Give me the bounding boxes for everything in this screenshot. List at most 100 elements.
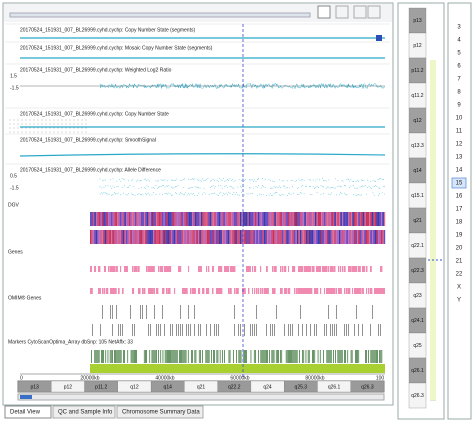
dgv-stripe [318, 212, 320, 226]
chromosome-item[interactable]: 14 [456, 168, 463, 174]
gene [362, 288, 364, 294]
allele-dot [116, 193, 118, 195]
dot [81, 123, 83, 125]
omim-gene [316, 324, 317, 336]
chromosome-item[interactable]: 19 [456, 233, 463, 239]
allele-dot [277, 187, 279, 189]
allele-dot [358, 194, 360, 195]
allele-dot [383, 179, 384, 181]
allele-dot [158, 180, 159, 182]
dgv-stripe [252, 212, 254, 226]
chromosome-item[interactable]: 22 [456, 272, 463, 278]
marker [165, 350, 167, 363]
dgv-stripe [132, 212, 134, 226]
tab[interactable] [116, 405, 204, 419]
dgv-stripe [354, 212, 356, 226]
select-tool[interactable] [317, 5, 331, 19]
dgv-stripe [312, 230, 314, 244]
omim-gene [150, 324, 151, 336]
chromosome-item[interactable]: 17 [456, 207, 463, 213]
chromosome-item[interactable]: 5 [457, 51, 461, 57]
marker [116, 350, 118, 363]
gene [120, 266, 122, 272]
allele-dot [197, 195, 198, 196]
marker [130, 350, 132, 363]
allele-dot [116, 180, 118, 182]
allele-dot [264, 187, 266, 188]
dgv-stripe [271, 212, 273, 226]
allele-dot [112, 185, 114, 187]
allele-dot [344, 185, 345, 187]
dgv-stripe [295, 230, 297, 244]
omim-gene [162, 305, 163, 319]
allele-dot [210, 187, 211, 188]
dgv-stripe [249, 212, 251, 226]
omim-gene [358, 324, 359, 336]
chromosome-item[interactable]: X [457, 285, 461, 291]
allele-dot [260, 187, 262, 189]
chromosome-item[interactable]: 12 [456, 142, 463, 148]
scrollbar[interactable] [17, 393, 385, 401]
allele-dot [188, 188, 189, 189]
dgv-stripe [235, 230, 237, 244]
allele-dot [128, 186, 130, 188]
allele-dot [220, 192, 222, 194]
omim-gene [190, 324, 191, 336]
chromosome-item[interactable]: 11 [456, 129, 463, 135]
dgv-stripe [286, 230, 288, 244]
chromosome-item[interactable]: 13 [456, 155, 463, 161]
omim-gene [292, 324, 293, 336]
chromosome-item[interactable]: 10 [456, 116, 463, 122]
omim-gene [160, 324, 161, 336]
zoom-in[interactable] [353, 5, 367, 19]
dot [53, 123, 55, 125]
zoom-tool[interactable] [335, 5, 349, 19]
chromosome-item[interactable]: 7 [457, 77, 461, 83]
chromosome-item[interactable]: 20 [456, 246, 463, 252]
allele-dot [232, 179, 234, 180]
dot [37, 131, 39, 133]
allele-dot [172, 179, 174, 181]
allele-dot [225, 185, 227, 187]
zoom-out[interactable] [367, 5, 381, 19]
chromosome-item[interactable]: 9 [457, 103, 461, 109]
chromosome-item[interactable]: 16 [456, 194, 463, 200]
gene [132, 288, 135, 294]
zoom-slider[interactable] [9, 12, 311, 18]
marker [229, 350, 231, 363]
dgv-stripe [321, 230, 323, 244]
chromosome-item[interactable]: 18 [456, 220, 463, 226]
chromosome-item[interactable]: 4 [457, 38, 461, 44]
allele-dot [185, 192, 187, 194]
dgv-stripe [274, 212, 276, 226]
dot [37, 127, 39, 129]
chromosome-item[interactable]: 21 [456, 259, 463, 265]
dgv-stripe [186, 212, 188, 226]
dgv-stripe [379, 212, 381, 226]
chromosome-item[interactable]: 15 [456, 181, 463, 187]
gene [298, 266, 301, 272]
dgv-stripe [297, 212, 299, 226]
marker [167, 350, 168, 363]
omim-gene [324, 324, 325, 336]
chromosome-item[interactable]: 8 [457, 90, 461, 96]
scroll-thumb[interactable] [20, 395, 32, 399]
chromosome-item[interactable]: Y [457, 298, 461, 304]
marker [296, 350, 298, 363]
tab[interactable] [52, 405, 116, 419]
gene [284, 266, 287, 272]
chromosome-item[interactable]: 3 [457, 25, 461, 31]
band-label: q25.3 [295, 384, 308, 390]
allele-dot [152, 187, 154, 188]
allele-dot [238, 194, 240, 196]
track-axis-label: 0.5 [10, 173, 17, 179]
omim-gene [210, 324, 211, 336]
dot [45, 127, 47, 129]
gene [322, 266, 325, 272]
tab[interactable] [4, 405, 52, 419]
chromosome-item[interactable]: 6 [457, 64, 461, 70]
allele-dot [281, 180, 283, 182]
omim-gene [370, 324, 371, 336]
dgv-stripe [193, 230, 195, 244]
dot [41, 131, 43, 133]
